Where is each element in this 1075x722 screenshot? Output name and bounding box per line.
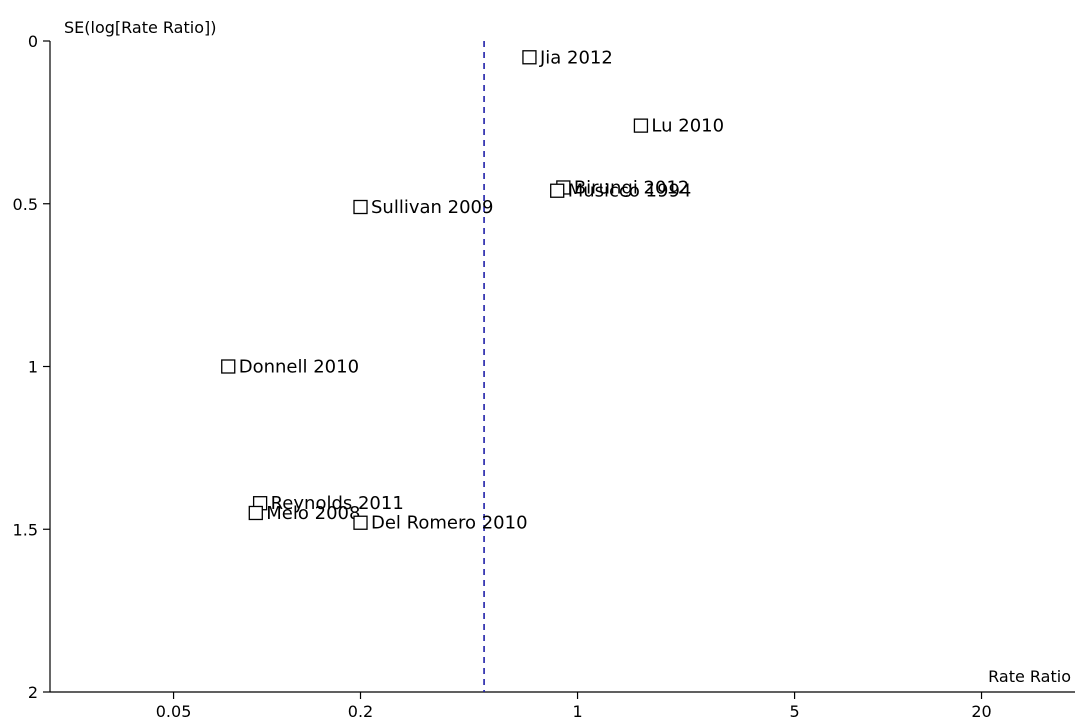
y-tick-label: 1.5 (13, 520, 38, 539)
x-tick-label: 20 (971, 702, 991, 721)
data-point-label: Jia 2012 (539, 47, 613, 68)
x-axis-label: Rate Ratio (988, 667, 1071, 686)
x-tick-label: 1 (572, 702, 582, 721)
data-point-label: Lu 2010 (651, 116, 724, 137)
data-point-label: Reynolds 2011 (271, 493, 404, 514)
data-point-label: Del Romero 2010 (371, 513, 528, 534)
data-point-marker (353, 199, 368, 215)
y-tick-label: 2 (28, 683, 38, 702)
data-point-label: Melo 2008 (266, 503, 360, 524)
x-tick-label: 0.2 (348, 702, 373, 721)
data-point-label: Donnell 2010 (239, 357, 359, 378)
data-point-label: Sullivan 2009 (371, 197, 493, 218)
x-tick-label: 0.05 (156, 702, 192, 721)
data-point-label: Musicco 1994 (568, 181, 692, 202)
data-point-label: Birungi 2012 (574, 177, 690, 198)
y-tick-label: 0.5 (13, 195, 38, 214)
y-tick-label: 1 (28, 358, 38, 377)
data-point-marker (550, 183, 565, 198)
data-point-marker (221, 359, 236, 374)
y-tick-label: 0 (28, 32, 38, 51)
data-point-marker (248, 505, 263, 521)
data-point-marker (633, 118, 649, 133)
data-point-marker (353, 515, 368, 530)
data-point-marker (522, 50, 537, 65)
axes: 0 0.5 1 1.5 2 0.05 0.2 1 5 20 (13, 32, 1075, 721)
x-tick-label: 5 (789, 702, 799, 721)
y-axis-label: SE(log[Rate Ratio]) (64, 18, 216, 37)
